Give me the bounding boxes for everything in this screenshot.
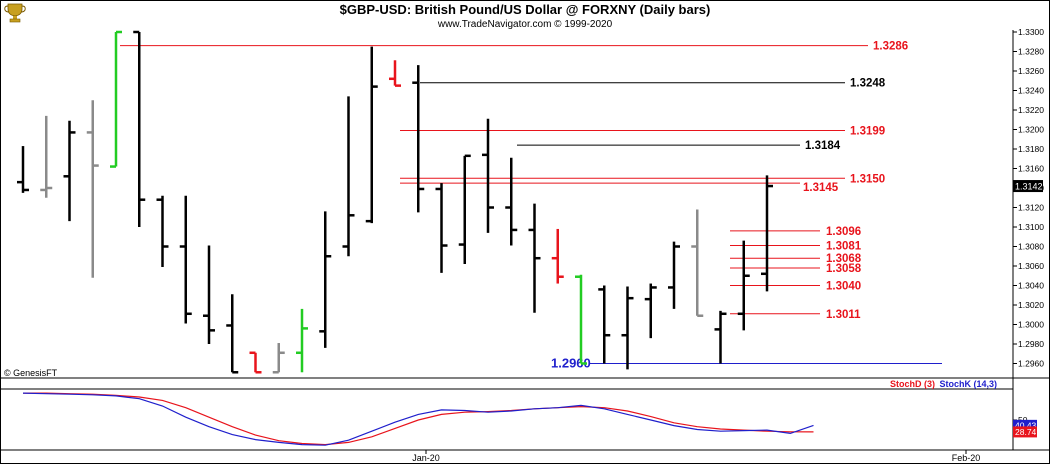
level-label: 1.3058: [826, 263, 862, 275]
ohlc-bar: [342, 96, 355, 257]
ohlc-bar: [598, 285, 611, 364]
price-tick-label: 1.3220: [1018, 105, 1044, 115]
price-tick-label: 1.2980: [1018, 339, 1044, 349]
ohlc-bar: [644, 283, 657, 339]
indicator-value-label: 40.43: [1015, 420, 1037, 430]
level-label: 1.3286: [873, 41, 908, 53]
price-tick-label: 1.3120: [1018, 203, 1044, 213]
stochd-line: [23, 392, 814, 446]
price-tick-label: 1.3020: [1018, 300, 1044, 310]
level-label: 1.3248: [850, 78, 886, 90]
ohlc-bar: [528, 203, 541, 313]
level-label: 1.3150: [850, 173, 885, 185]
ohlc-bar: [86, 100, 99, 278]
ohlc-bar: [412, 65, 425, 213]
ohlc-bar: [505, 157, 518, 246]
ohlc-bar: [458, 154, 471, 265]
level-label: 1.3184: [805, 140, 841, 152]
price-tick-label: 1.3160: [1018, 164, 1044, 174]
last-price-label: 1.3142: [1015, 182, 1043, 192]
ohlc-bar: [365, 46, 378, 224]
level-label: 1.3040: [826, 281, 861, 293]
level-label: 1.3199: [850, 125, 885, 137]
ohlc-bar: [621, 286, 634, 370]
price-tick-label: 1.3300: [1018, 27, 1044, 37]
trophy-icon: [4, 3, 26, 23]
chart-title: $GBP-USD: British Pound/US Dollar @ FORX…: [340, 2, 711, 17]
indicator-value-box: [1013, 419, 1037, 431]
time-tick-label: Jan-20: [412, 453, 440, 463]
level-label: 1.3068: [826, 253, 862, 265]
ohlc-bar: [226, 294, 239, 374]
price-tick-label: 1.3240: [1018, 86, 1044, 96]
last-price-box: [1013, 180, 1043, 193]
ohlc-bar: [714, 310, 727, 364]
price-tick-label: 1.3200: [1018, 125, 1044, 135]
level-label: 1.3096: [826, 226, 861, 238]
ohlc-bar: [319, 211, 332, 348]
stochk-line: [22, 392, 814, 446]
price-tick-label: 1.3080: [1018, 242, 1044, 252]
price-plot-area: [1, 30, 1013, 378]
ohlc-bar: [249, 351, 262, 374]
ohlc-bar: [272, 343, 285, 374]
ohlc-bar: [203, 245, 215, 344]
price-tick-label: 1.3260: [1018, 66, 1044, 76]
legend-stochk: StochK (14,3): [939, 379, 997, 389]
ohlc-bar: [156, 195, 169, 267]
price-tick-label: 1.3100: [1018, 222, 1044, 232]
level-label: 1.3011: [826, 309, 861, 321]
ohlc-bar: [551, 228, 564, 284]
ohlc-bar: [691, 209, 704, 317]
ohlc-bar: [179, 195, 192, 324]
legend-stochd: StochD (3): [890, 379, 935, 389]
price-tick-label: 1.3180: [1018, 144, 1044, 154]
ohlc-bar: [761, 175, 773, 292]
price-levels: 1.3286 1.3248 1.3199 1.3184 1.3150 1.3145 1.30…: [120, 41, 942, 371]
ohlc-bar: [17, 146, 29, 193]
indicator-value-label: 28.74: [1015, 427, 1037, 437]
ohlc-bar: [110, 30, 122, 168]
chart-subtitle: www.TradeNavigator.com © 1999-2020: [437, 19, 613, 30]
ohlc-bar: [63, 120, 76, 222]
price-axis: 1.3300 1.3280 1.3260 1.3240 1.3220 1.3200 1.31…: [1013, 27, 1044, 369]
ohlc-bar: [737, 240, 750, 331]
level-label: 1.3145: [803, 182, 839, 194]
ohlc-bar: [435, 183, 448, 273]
ohlc-bar: [482, 118, 494, 233]
indicator-value-box: [1013, 426, 1037, 438]
last-price-marker: 1.3142: [1013, 180, 1043, 193]
ohlc-bar: [575, 274, 587, 365]
price-tick-label: 1.3060: [1018, 261, 1044, 271]
time-axis: Jan-20 Feb-20: [412, 450, 980, 463]
price-tick-label: 1.3280: [1018, 47, 1044, 57]
ohlc-bar: [296, 308, 308, 373]
price-tick-label: 1.3000: [1018, 320, 1044, 330]
time-tick-label: Feb-20: [952, 453, 981, 463]
ohlc-bar: [389, 60, 401, 87]
price-tick-label: 1.2960: [1018, 359, 1044, 369]
ohlc-bar: [133, 30, 146, 227]
ohlc-bars: [17, 30, 773, 374]
ohlc-bar: [40, 115, 53, 198]
watermark: © GenesisFT: [4, 368, 58, 378]
level-label: 1.3081: [826, 241, 862, 253]
price-tick-label: 1.3040: [1018, 281, 1044, 291]
ohlc-bar: [668, 241, 680, 309]
